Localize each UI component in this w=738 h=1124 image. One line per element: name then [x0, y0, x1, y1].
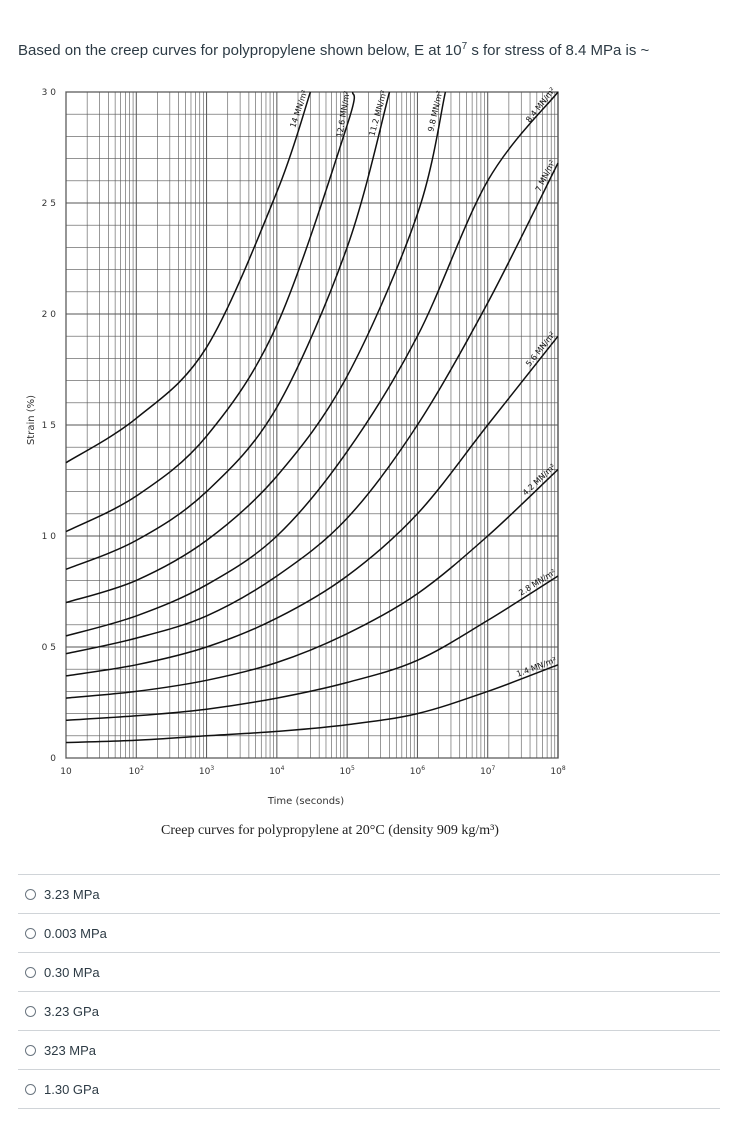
x-tick-label: 105 [340, 765, 355, 777]
question-suffix: s for stress of 8.4 MPa is ~ [467, 42, 650, 59]
chart-curves [65, 91, 559, 744]
creep-curve-chart: 14 MN/m² 12.6 MN/m² 11.2 MN/m² 9.8 MN/m² 8.4… [26, 86, 566, 838]
y-tick-label: 2 5 [42, 199, 56, 209]
creep-curve [65, 575, 559, 722]
question-text: Based on the creep curves for polypropyl… [18, 40, 728, 62]
answer-option[interactable]: 1.30 GPa [18, 1069, 720, 1109]
radio-icon[interactable] [25, 966, 36, 978]
creep-curve [65, 91, 447, 604]
question-exponent: 7 [461, 41, 468, 52]
answer-option-label: 0.003 MPa [44, 925, 107, 941]
answer-option-label: 1.30 GPa [44, 1081, 99, 1097]
x-tick-label: 102 [129, 765, 144, 777]
y-tick-label: 0 [50, 754, 56, 764]
answer-option[interactable]: 3.23 GPa [18, 991, 720, 1030]
y-tick-labels: 0 0 5 1 0 1 5 2 0 2 5 3 0 [42, 88, 57, 764]
x-tick-label: 107 [480, 765, 495, 777]
question-prefix: Based on the creep curves for polypropyl… [18, 42, 462, 59]
creep-curve [65, 91, 312, 464]
creep-curve [65, 162, 559, 655]
creep-curve [65, 91, 356, 533]
answer-option[interactable]: 0.30 MPa [18, 952, 720, 991]
y-tick-label: 3 0 [42, 88, 57, 98]
y-tick-label: 1 5 [42, 421, 56, 431]
curve-label: 11.2 MN/m² [368, 89, 389, 137]
answer-option-label: 323 MPa [44, 1042, 97, 1058]
chart-caption: Creep curves for polypropylene at 20°C (… [161, 823, 499, 838]
curve-label: 14 MN/m² [288, 89, 309, 129]
answer-option[interactable]: 3.23 MPa [18, 874, 720, 913]
x-tick-labels: 10 102 103 104 105 106 107 108 [60, 765, 566, 777]
x-tick-label: 108 [550, 765, 565, 777]
answer-option-label: 0.30 MPa [44, 964, 100, 980]
answer-option[interactable]: 323 MPa [18, 1030, 720, 1069]
answer-options: 3.23 MPa 0.003 MPa 0.30 MPa 3.23 GPa 323… [18, 874, 720, 1109]
creep-curve [65, 91, 559, 637]
creep-curve [65, 91, 391, 570]
radio-icon[interactable] [25, 1044, 36, 1056]
curve-label: 4.2 MN/m² [521, 462, 558, 497]
curve-label: 5.6 MN/m² [524, 330, 557, 368]
x-axis-label: Time (seconds) [267, 796, 344, 807]
answer-option-label: 3.23 MPa [44, 886, 100, 902]
creep-curve [65, 335, 559, 677]
radio-icon[interactable] [25, 888, 36, 900]
radio-icon[interactable] [25, 927, 36, 939]
y-tick-label: 0 5 [42, 643, 56, 653]
y-tick-label: 2 0 [42, 310, 57, 320]
y-tick-label: 1 0 [42, 532, 57, 542]
creep-curve [65, 468, 559, 699]
radio-icon[interactable] [25, 1005, 36, 1017]
answer-option-label: 3.23 GPa [44, 1003, 99, 1019]
chart-grid [65, 91, 559, 759]
x-tick-label: 104 [269, 765, 284, 777]
x-tick-label: 103 [199, 765, 214, 777]
answer-option[interactable]: 0.003 MPa [18, 913, 720, 952]
radio-icon[interactable] [25, 1083, 36, 1095]
y-axis-label: Strain (%) [26, 395, 37, 445]
x-tick-label: 10 [60, 767, 72, 777]
creep-curve [65, 664, 559, 744]
x-tick-label: 106 [410, 765, 425, 777]
